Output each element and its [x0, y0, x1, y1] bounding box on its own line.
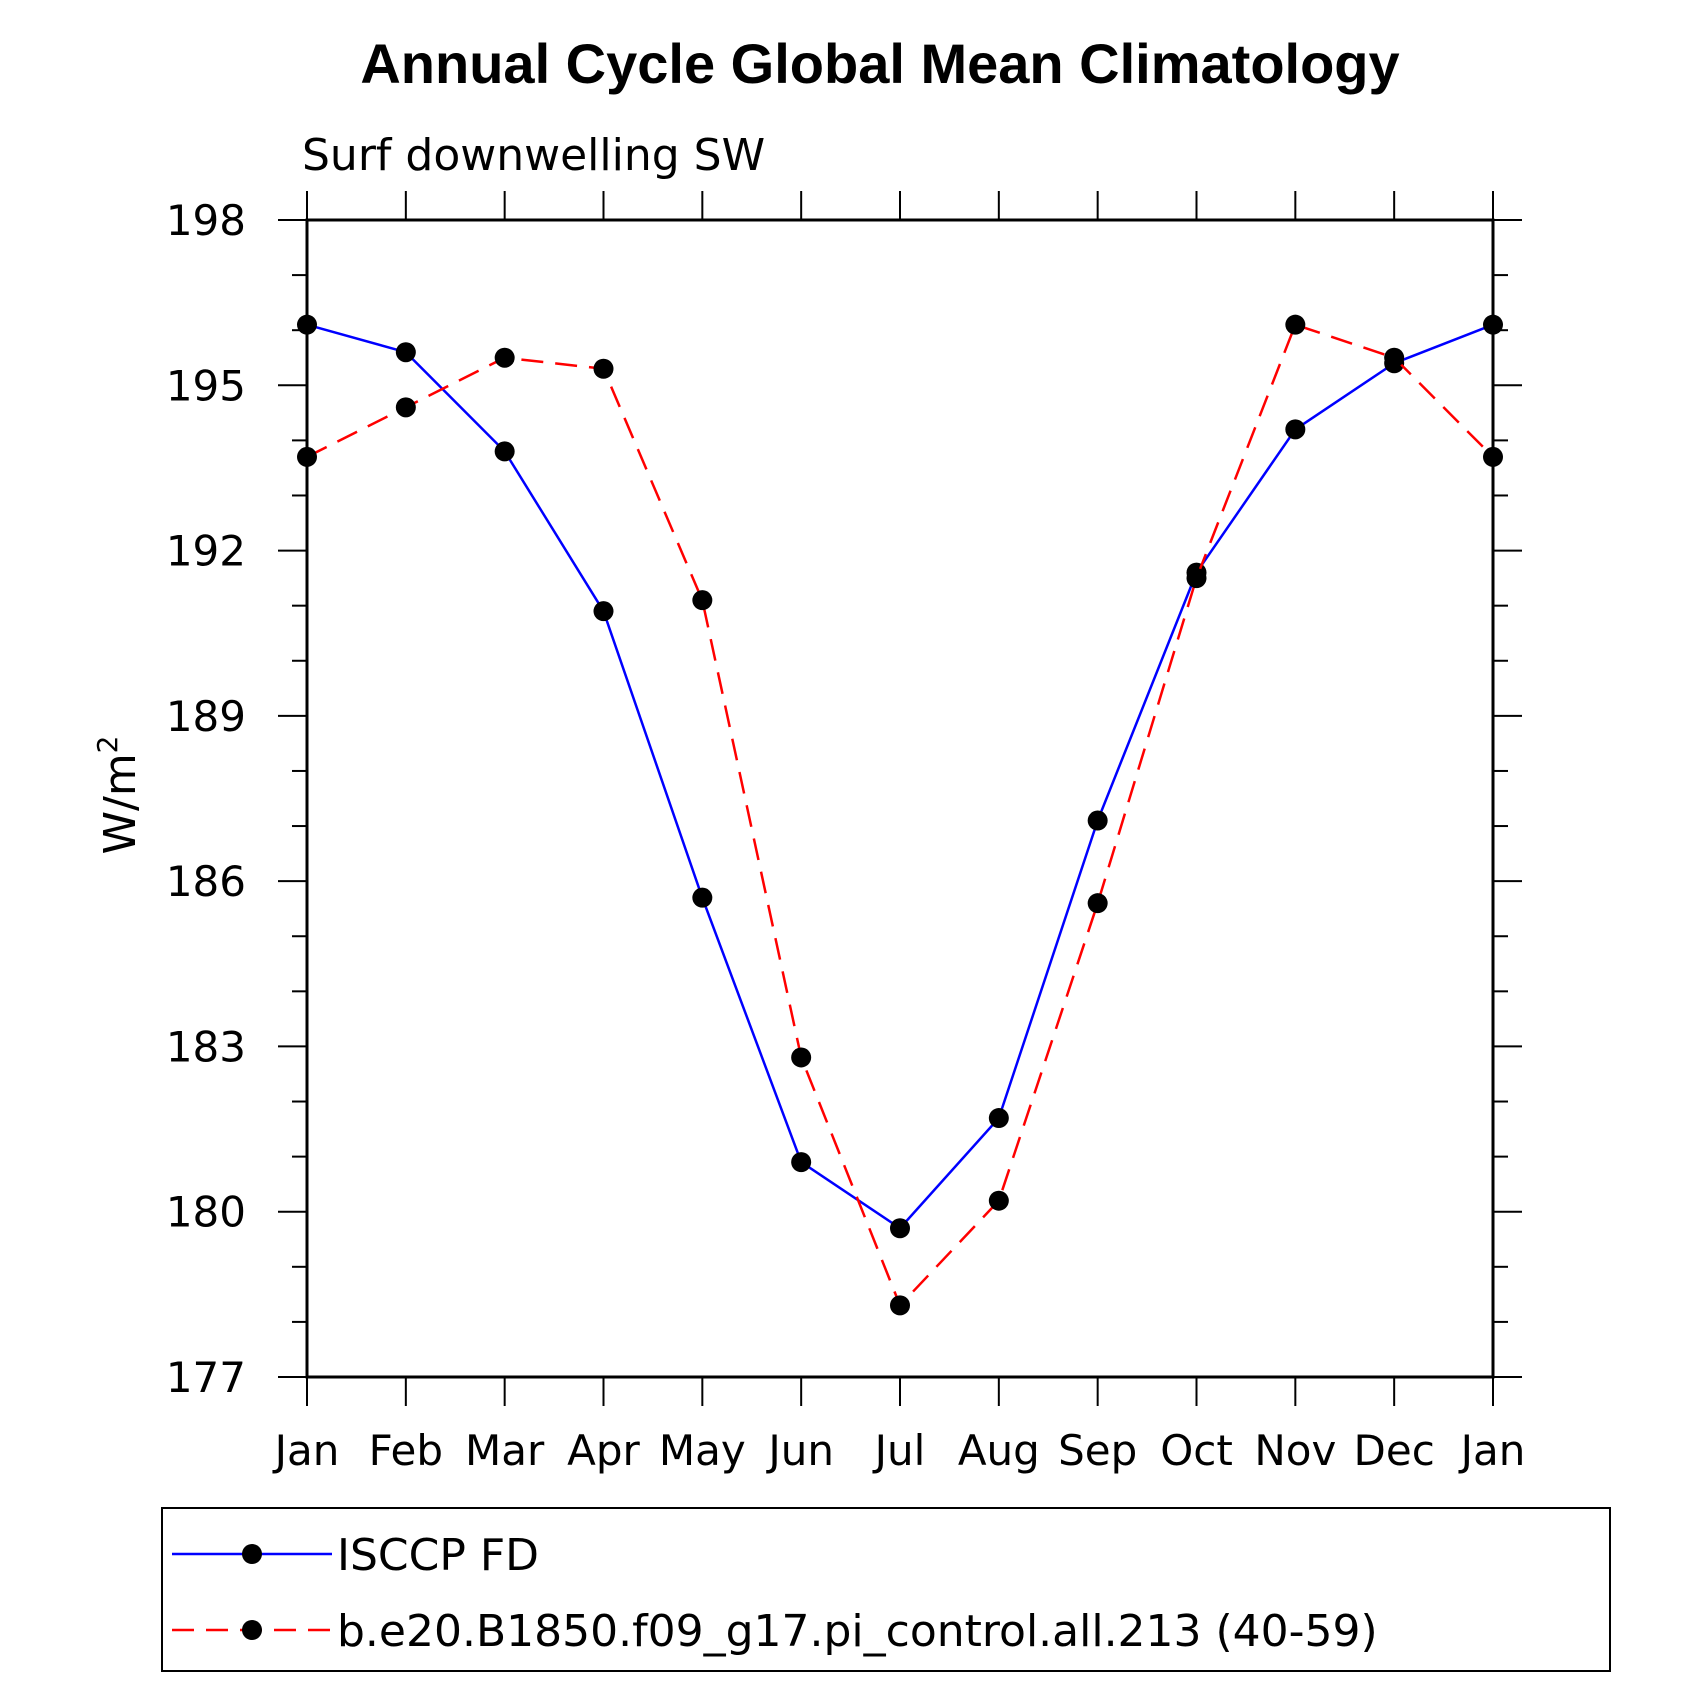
legend-frame — [161, 1507, 1611, 1672]
y-tick-label: 198 — [166, 196, 246, 245]
y-tick-label: 189 — [166, 692, 246, 741]
y-tick-label: 192 — [166, 527, 246, 576]
series-layer — [297, 314, 1503, 1316]
chart-subtitle: Surf downwelling SW — [302, 130, 765, 181]
data-point — [593, 358, 614, 379]
x-tick-label: Apr — [567, 1426, 640, 1475]
plot-axes: 177 180 183 186 189 192 195 198 Jan Feb Mar Apr May J… — [166, 191, 1526, 1475]
data-point — [1285, 314, 1306, 335]
data-point — [1483, 446, 1503, 467]
data-point — [395, 342, 416, 363]
x-tick-label: Aug — [958, 1426, 1040, 1475]
x-tick-label: Dec — [1354, 1426, 1435, 1475]
plot-frame — [305, 218, 1495, 1379]
x-tick-label: Sep — [1058, 1426, 1137, 1475]
legend-marker — [242, 1620, 262, 1640]
y-tick-label: 183 — [166, 1022, 246, 1071]
series-line — [306, 323, 1494, 1230]
x-tick-label: Jan — [272, 1426, 340, 1475]
legend: ISCCP FD b.e20.B1850.f09_g17.pi_control.a… — [161, 1507, 1611, 1672]
legend-marker — [242, 1544, 262, 1564]
data-point — [1483, 314, 1503, 335]
data-point — [988, 1190, 1009, 1211]
y-axis-title: W/m2 — [91, 735, 146, 854]
x-tick-label: Jun — [765, 1426, 834, 1475]
legend-label: ISCCP FD — [337, 1530, 539, 1581]
x-tick-label: Jul — [872, 1426, 926, 1475]
data-point — [791, 1047, 812, 1068]
y-tick-label: 195 — [166, 361, 246, 410]
data-point — [297, 446, 317, 467]
x-tick-label: Oct — [1160, 1426, 1233, 1475]
series-1 — [297, 314, 1503, 1239]
data-point — [692, 590, 713, 611]
y-tick-label: 180 — [166, 1188, 246, 1237]
data-point — [297, 314, 317, 335]
y-axis-label-superscript: 2 — [91, 735, 124, 753]
data-point — [890, 1218, 910, 1239]
series-2 — [297, 314, 1503, 1316]
data-point — [1285, 419, 1306, 440]
chart-title: Annual Cycle Global Mean Climatology — [360, 32, 1399, 95]
y-tick-label: 177 — [166, 1353, 246, 1402]
data-point — [494, 441, 515, 462]
data-point — [1384, 347, 1405, 368]
series-line — [306, 323, 1494, 1308]
data-point — [1087, 893, 1108, 914]
x-tick-label: Mar — [465, 1426, 545, 1475]
y-axis-label: W/m — [95, 753, 146, 854]
data-point — [494, 347, 515, 368]
legend-label: b.e20.B1850.f09_g17.pi_control.all.213 (… — [337, 1606, 1378, 1657]
x-tick-label: Nov — [1254, 1426, 1336, 1475]
x-tick-label: May — [659, 1426, 746, 1475]
x-tick-label: Feb — [369, 1426, 443, 1475]
svg-text:W/m2: W/m2 — [91, 735, 146, 854]
data-point — [1186, 568, 1207, 589]
x-tick-label: Jan — [1458, 1426, 1526, 1475]
data-point — [890, 1295, 910, 1316]
data-point — [988, 1108, 1009, 1129]
data-point — [692, 887, 713, 908]
data-point — [791, 1152, 812, 1173]
data-point — [1087, 810, 1108, 831]
y-tick-label: 186 — [166, 857, 246, 906]
data-point — [395, 397, 416, 418]
data-point — [593, 601, 614, 622]
